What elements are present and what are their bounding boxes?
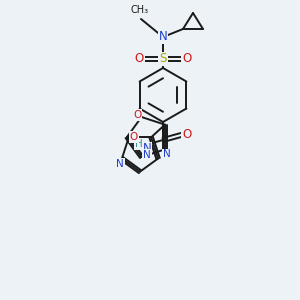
- Text: O: O: [130, 132, 138, 142]
- Text: N: N: [116, 158, 124, 169]
- Text: O: O: [182, 52, 192, 65]
- Text: N: N: [142, 142, 152, 155]
- Text: S: S: [159, 52, 167, 65]
- Text: H: H: [135, 139, 143, 149]
- Text: CH₃: CH₃: [131, 5, 149, 15]
- Text: N: N: [142, 150, 150, 160]
- Text: N: N: [163, 149, 171, 159]
- Text: O: O: [134, 110, 142, 120]
- Text: O: O: [182, 128, 192, 142]
- Text: N: N: [159, 31, 167, 44]
- Text: O: O: [134, 52, 144, 65]
